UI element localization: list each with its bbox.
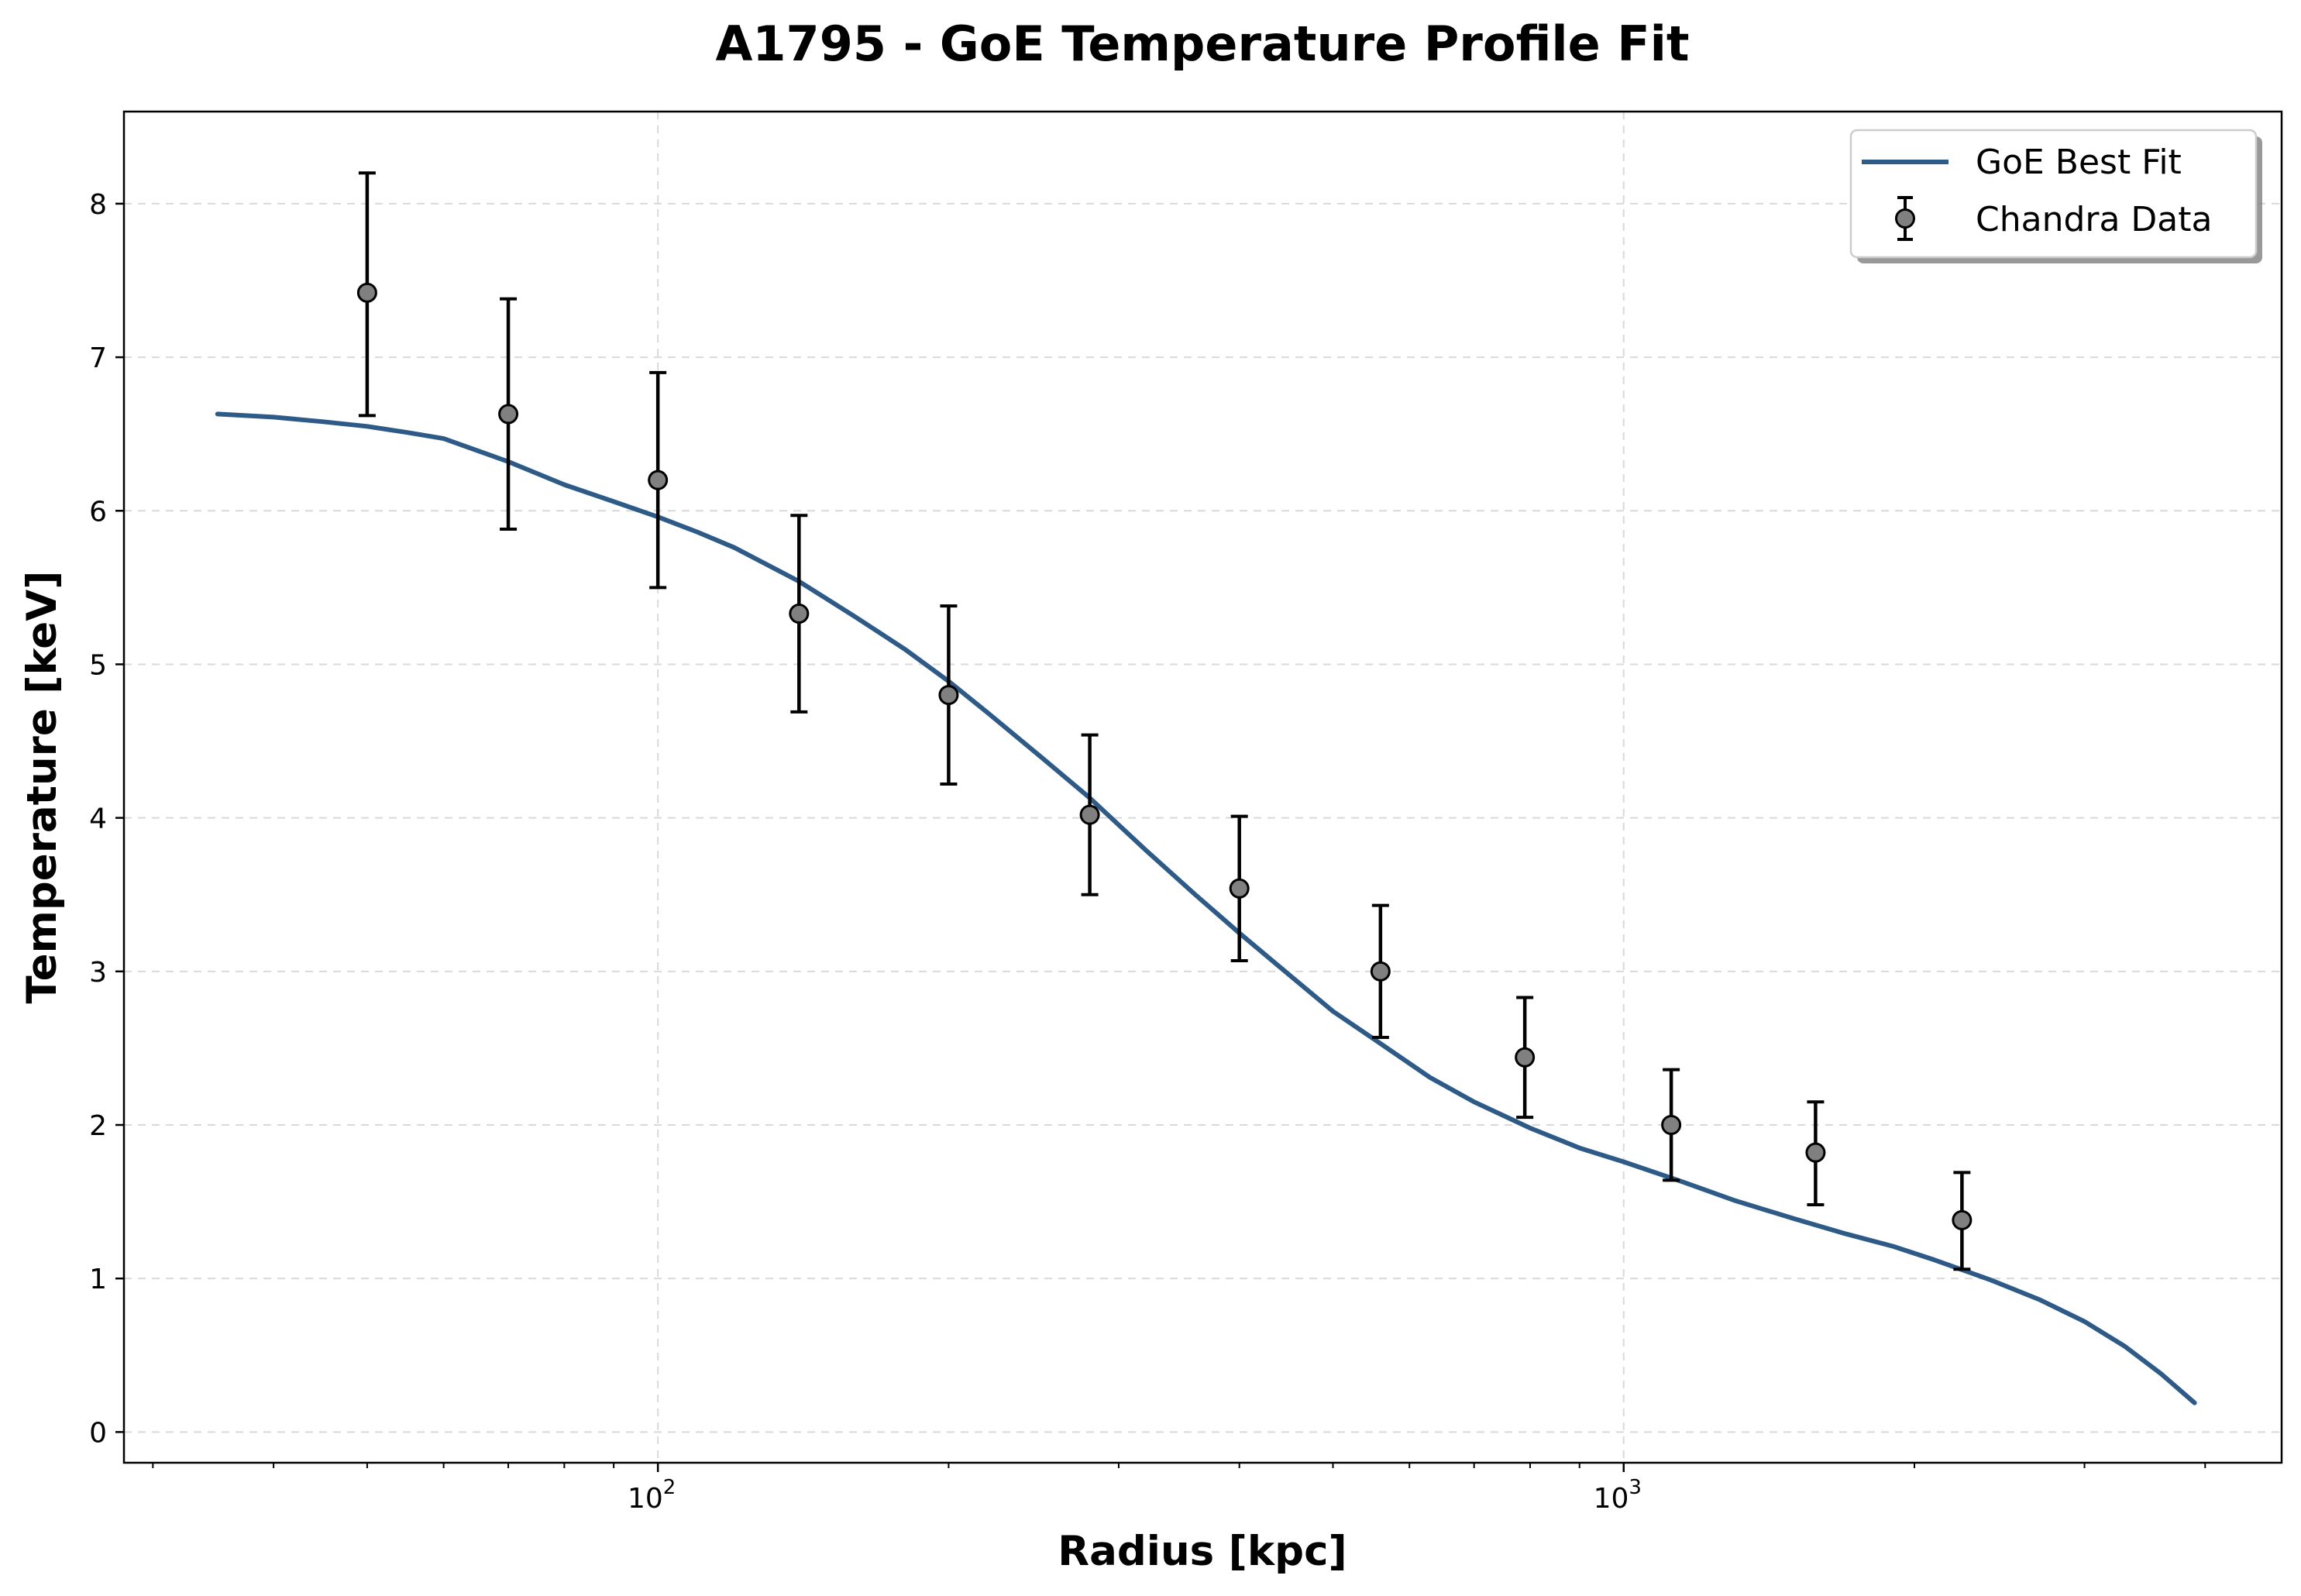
data-points-layer [356, 171, 1973, 1271]
legend-box [1849, 129, 2258, 259]
fit-line [215, 411, 2197, 1405]
y-tick-label: 2 [89, 1110, 107, 1142]
data-point [1079, 733, 1100, 896]
data-marker [1370, 961, 1391, 982]
data-marker [648, 470, 669, 490]
y-tick-label: 7 [89, 342, 107, 374]
legend-swatch-data-marker [1895, 196, 1915, 241]
data-marker [498, 404, 519, 425]
data-point [356, 171, 377, 418]
y-tick-label: 5 [89, 649, 107, 681]
data-point [1370, 903, 1391, 1040]
y-axis-label: Temperature [keV] [19, 571, 66, 1004]
tick-layer: 0 1 2 3 4 5 6 7 8 102 103 [89, 189, 2206, 1515]
data-point [1515, 996, 1536, 1120]
data-point [938, 604, 959, 786]
chart-title: A1795 - GoE Temperature Profile Fit [715, 15, 1689, 72]
data-marker [789, 604, 810, 624]
legend-label-fit: GoE Best Fit [1976, 143, 2182, 182]
data-point [1952, 1171, 1973, 1271]
data-point [648, 370, 669, 590]
data-point [1661, 1068, 1682, 1182]
y-tick-label: 1 [89, 1264, 107, 1295]
data-point [1805, 1100, 1826, 1207]
legend-marker [1895, 208, 1915, 229]
fit-line-layer [215, 411, 2197, 1405]
x-axis-label: Radius [kpc] [1058, 1528, 1347, 1575]
data-marker [1805, 1142, 1826, 1163]
grid-layer [124, 112, 2282, 1463]
y-tick-label: 4 [89, 803, 107, 835]
data-marker [938, 685, 959, 706]
data-point [1229, 814, 1250, 962]
data-point [498, 297, 519, 531]
data-marker [1079, 804, 1100, 825]
data-marker [1515, 1047, 1536, 1068]
y-tick-label: 0 [89, 1417, 107, 1449]
data-marker [356, 282, 377, 303]
legend-label-data: Chandra Data [1976, 200, 2213, 239]
data-marker [1952, 1209, 1973, 1230]
y-tick-label: 6 [89, 496, 107, 528]
data-marker [1229, 878, 1250, 899]
legend: GoE Best Fit Chandra Data [1849, 129, 2262, 263]
data-marker [1661, 1115, 1682, 1135]
y-tick-label: 3 [89, 957, 107, 989]
data-point [789, 514, 810, 714]
plot-frame [122, 110, 2283, 1464]
x-tick-label: 102 [628, 1476, 676, 1515]
y-tick-label: 8 [89, 189, 107, 221]
x-tick-label: 103 [1594, 1476, 1642, 1515]
